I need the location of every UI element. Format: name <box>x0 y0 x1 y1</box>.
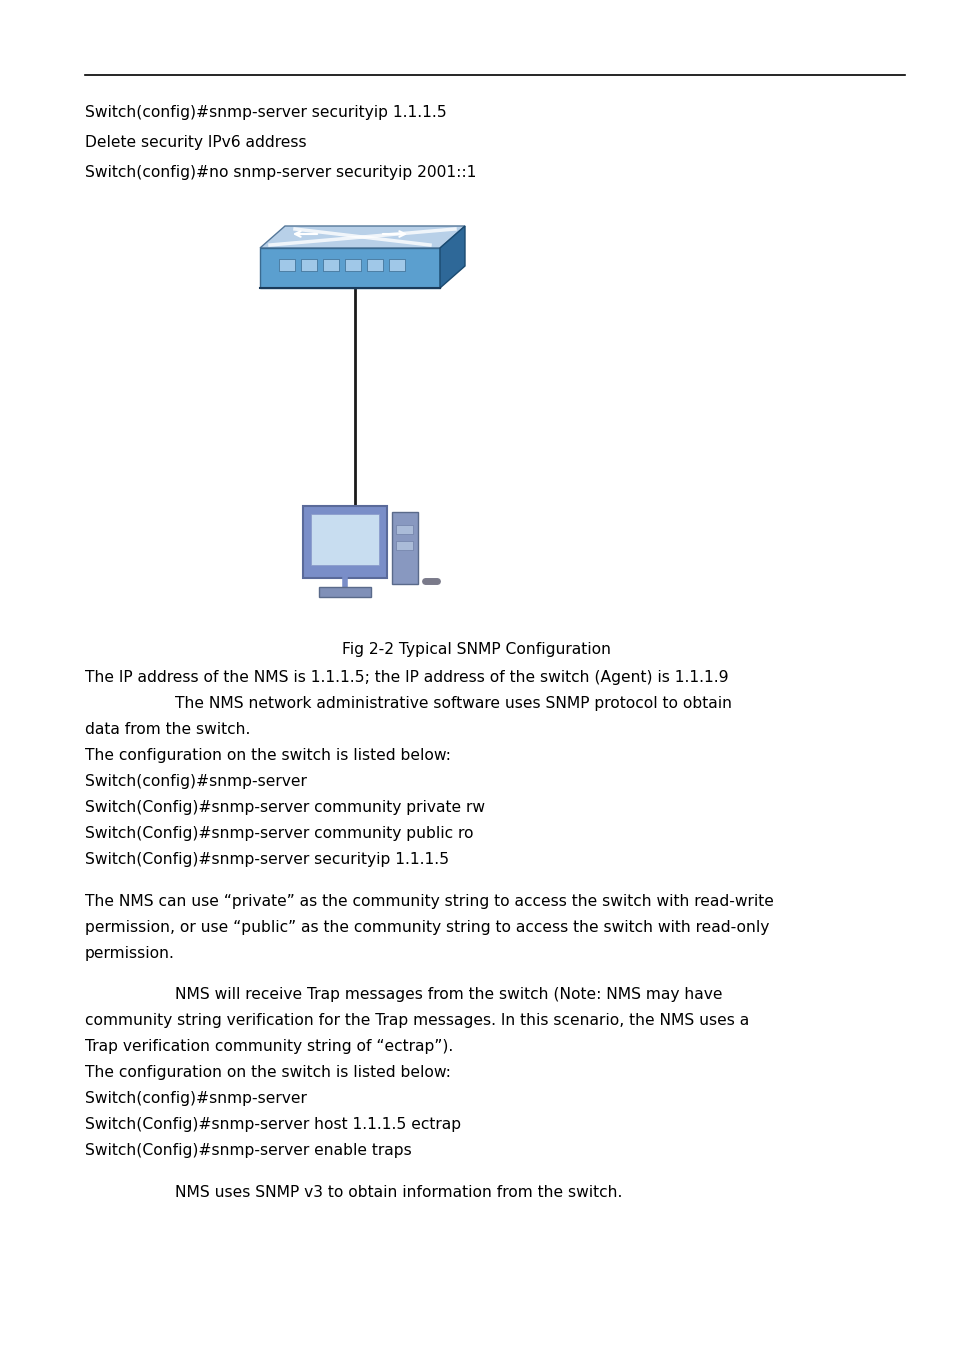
Text: The IP address of the NMS is 1.1.1.5; the IP address of the switch (Agent) is 1.: The IP address of the NMS is 1.1.1.5; th… <box>85 670 728 684</box>
Text: The NMS can use “private” as the community string to access the switch with read: The NMS can use “private” as the communi… <box>85 894 773 909</box>
Text: The configuration on the switch is listed below:: The configuration on the switch is liste… <box>85 748 451 763</box>
Text: community string verification for the Trap messages. In this scenario, the NMS u: community string verification for the Tr… <box>85 1014 748 1029</box>
FancyBboxPatch shape <box>311 514 378 566</box>
Polygon shape <box>439 225 464 288</box>
Text: Switch(Config)#snmp-server enable traps: Switch(Config)#snmp-server enable traps <box>85 1143 412 1158</box>
Text: NMS will receive Trap messages from the switch (Note: NMS may have: NMS will receive Trap messages from the … <box>174 987 721 1002</box>
Text: The NMS network administrative software uses SNMP protocol to obtain: The NMS network administrative software … <box>174 697 731 711</box>
Text: Delete security IPv6 address: Delete security IPv6 address <box>85 135 306 150</box>
Text: Switch(config)#snmp-server securityip 1.1.1.5: Switch(config)#snmp-server securityip 1.… <box>85 105 446 120</box>
Text: Switch(config)#snmp-server: Switch(config)#snmp-server <box>85 774 307 788</box>
FancyBboxPatch shape <box>323 259 338 271</box>
Text: Switch(Config)#snmp-server securityip 1.1.1.5: Switch(Config)#snmp-server securityip 1.… <box>85 852 449 867</box>
Polygon shape <box>260 248 439 288</box>
Text: Switch(Config)#snmp-server community public ro: Switch(Config)#snmp-server community pub… <box>85 826 473 841</box>
FancyBboxPatch shape <box>278 259 294 271</box>
FancyBboxPatch shape <box>389 259 405 271</box>
Text: Trap verification community string of “ectrap”).: Trap verification community string of “e… <box>85 1040 453 1054</box>
FancyBboxPatch shape <box>396 525 413 533</box>
Text: Fig 2-2 Typical SNMP Configuration: Fig 2-2 Typical SNMP Configuration <box>342 643 611 657</box>
FancyBboxPatch shape <box>396 540 413 549</box>
Text: NMS uses SNMP v3 to obtain information from the switch.: NMS uses SNMP v3 to obtain information f… <box>174 1185 621 1200</box>
FancyBboxPatch shape <box>392 512 417 585</box>
Text: The configuration on the switch is listed below:: The configuration on the switch is liste… <box>85 1065 451 1080</box>
FancyBboxPatch shape <box>367 259 382 271</box>
Text: Switch(config)#snmp-server: Switch(config)#snmp-server <box>85 1091 307 1106</box>
Text: Switch(config)#no snmp-server securityip 2001::1: Switch(config)#no snmp-server securityip… <box>85 165 476 180</box>
Text: data from the switch.: data from the switch. <box>85 722 250 737</box>
Polygon shape <box>260 225 464 248</box>
Text: permission.: permission. <box>85 945 174 961</box>
Text: permission, or use “public” as the community string to access the switch with re: permission, or use “public” as the commu… <box>85 919 768 934</box>
FancyBboxPatch shape <box>318 587 371 597</box>
FancyBboxPatch shape <box>301 259 316 271</box>
FancyBboxPatch shape <box>303 506 387 578</box>
FancyBboxPatch shape <box>345 259 360 271</box>
Text: Switch(Config)#snmp-server community private rw: Switch(Config)#snmp-server community pri… <box>85 801 484 815</box>
Text: Switch(Config)#snmp-server host 1.1.1.5 ectrap: Switch(Config)#snmp-server host 1.1.1.5 … <box>85 1118 460 1133</box>
